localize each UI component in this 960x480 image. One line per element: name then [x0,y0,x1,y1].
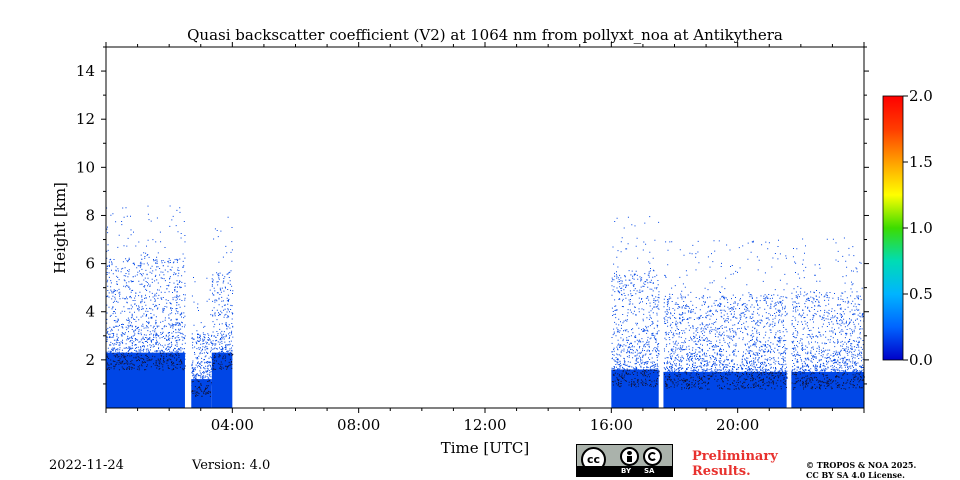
speckle-layer [211,216,234,360]
data-layer [106,205,865,408]
signal-segment-segment-3 [211,216,234,408]
signal-segment-segment-5 [663,239,788,408]
y-tick-label: 2 [85,351,95,369]
colorbar-tick-label: 0.5 [909,285,933,303]
colorbar-tick-label: 1.0 [909,219,933,237]
person-body-icon [627,456,632,462]
copyright-line-2: CC BY SA 4.0 License. [806,470,905,480]
colorbar-ticks: 0.0 0.5 1.0 1.5 2.0 [903,87,933,369]
x-axis-label: Time [UTC] [441,439,530,457]
y-tick-label: 14 [76,62,95,80]
dark-speckle-layer [191,379,212,397]
colorbar-tick-label: 2.0 [909,87,933,105]
x-tick-label: 16:00 [590,416,633,434]
y-tick-label: 4 [85,303,95,321]
chart-title: Quasi backscatter coefficient (V2) at 10… [187,26,783,44]
dark-speckle-layer [212,352,234,371]
x-tick-label: 08:00 [337,416,380,434]
dark-speckle-layer [612,369,660,388]
dark-speckle-layer [664,371,788,390]
colorbar-tick-label: 1.5 [909,153,933,171]
copyright-notice: © TROPOS & NOA 2025. CC BY SA 4.0 Licens… [806,460,916,480]
cc-license-badge[interactable]: cc BY SA [576,444,673,477]
share-alike-icon [643,447,662,466]
signal-segment-segment-6 [791,237,865,408]
person-head-icon [627,451,632,455]
cc-label-band [577,466,672,476]
x-tick-label: 12:00 [463,416,506,434]
x-tick-label: 04:00 [211,416,254,434]
version-label: Version: 4.0 [192,458,271,473]
date-label: 2022-11-24 [49,458,124,473]
x-tick-label: 20:00 [716,416,759,434]
y-tick-label: 8 [85,206,95,224]
y-tick-label: 12 [76,110,95,128]
preliminary-line-1: Preliminary [692,449,778,464]
dark-speckle-layer [791,371,865,390]
signal-segment-segment-2 [191,277,213,408]
colorbar [882,95,904,361]
speckle-layer [106,205,186,360]
preliminary-line-2: Results. [692,464,751,479]
axes-layer: 04:00 08:00 12:00 16:00 20:00 2 4 6 8 10 12 14 [76,42,869,434]
speckle-layer [611,216,660,377]
speckle-layer [791,237,865,379]
signal-segment-segment-1 [106,205,186,408]
y-tick-label: 6 [85,255,95,273]
copyright-line-1: © TROPOS & NOA 2025. [806,460,917,470]
preliminary-notice: Preliminary Results. [692,449,778,479]
speckle-layer [191,277,213,387]
colorbar-tick-label: 0.0 [909,351,933,369]
by-label: BY [621,467,632,475]
sa-label: SA [644,467,655,475]
speckle-layer [663,239,788,379]
dark-speckle-layer [106,352,186,371]
y-axis-label: Height [km] [51,182,69,274]
attribution-icon [620,447,639,466]
signal-segment-segment-4 [611,216,660,408]
y-tick-label: 10 [76,158,95,176]
